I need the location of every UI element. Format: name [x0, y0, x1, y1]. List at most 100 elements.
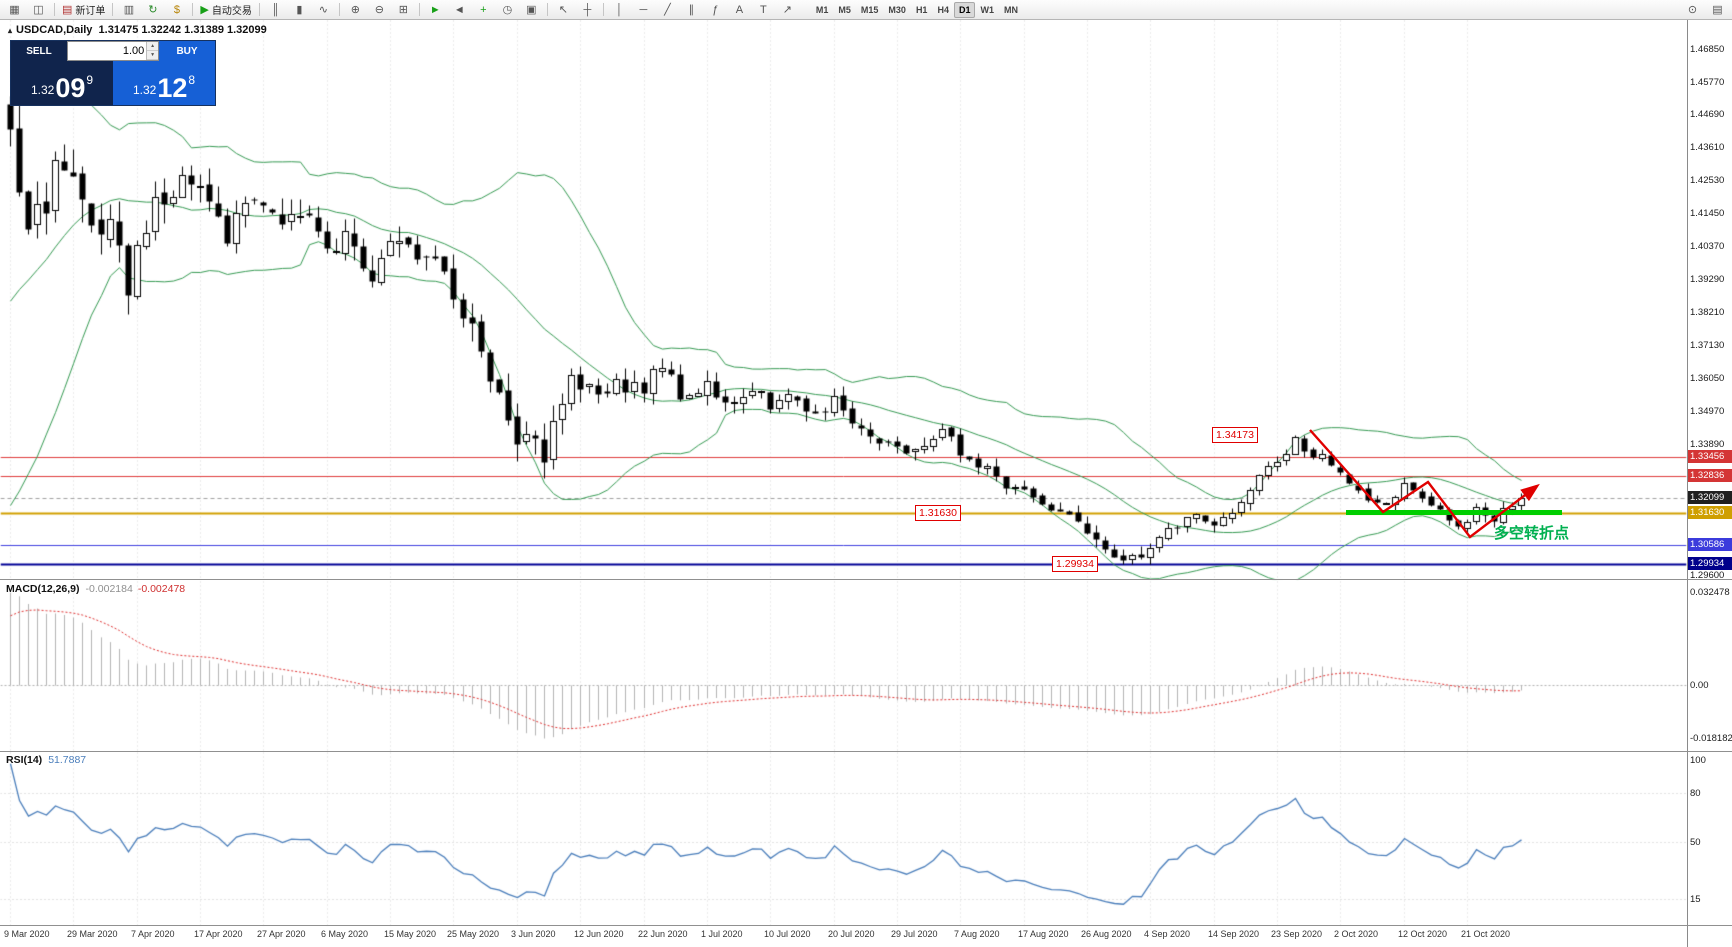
- time-axis-separator: [0, 925, 1732, 926]
- fibonacci-icon[interactable]: ƒ: [704, 0, 727, 19]
- macd-axis-label: 0.00: [1690, 680, 1709, 691]
- line-chart-icon[interactable]: ∿: [312, 0, 335, 19]
- zoom-in-icon: ⊕: [350, 4, 360, 16]
- price-tick-label: 1.39290: [1690, 274, 1725, 286]
- channel-icon: ∥: [688, 4, 695, 16]
- timeframe-mn[interactable]: MN: [1003, 4, 1018, 15]
- chart-window-icon[interactable]: ▥: [117, 0, 140, 19]
- date-label: 26 Aug 2020: [1081, 929, 1132, 939]
- rsi-axis-label: 100: [1690, 755, 1706, 766]
- trendline-icon: ╱: [664, 4, 671, 16]
- date-label: 17 Aug 2020: [1018, 929, 1069, 939]
- turning-point-label[interactable]: 多空转折点: [1494, 525, 1570, 542]
- periods-icon[interactable]: ◷: [496, 0, 519, 19]
- buy-price-big: 12: [157, 73, 188, 104]
- date-label: 29 Mar 2020: [67, 929, 118, 939]
- buy-button[interactable]: BUY: [159, 41, 215, 61]
- volume-up-icon[interactable]: ▲: [147, 42, 158, 51]
- search-icon[interactable]: ⊙: [1687, 4, 1698, 16]
- trendline-icon[interactable]: ╱: [656, 0, 679, 19]
- vertical-line-icon[interactable]: │: [608, 0, 631, 19]
- zoom-out-icon[interactable]: ⊖: [368, 0, 391, 19]
- date-label: 9 Mar 2020: [4, 929, 50, 939]
- refresh-icon[interactable]: ↻: [141, 0, 164, 19]
- text-icon[interactable]: A: [728, 0, 751, 19]
- timeframe-h1[interactable]: H1: [915, 4, 928, 15]
- price-tick-label: 1.33890: [1690, 438, 1725, 450]
- timeframe-m30[interactable]: M30: [888, 4, 906, 15]
- profiles-icon[interactable]: ◫: [27, 0, 50, 19]
- channel-icon[interactable]: ∥: [680, 0, 703, 19]
- zoom-in-icon[interactable]: ⊕: [344, 0, 367, 19]
- cursor-icon[interactable]: ↖: [552, 0, 575, 19]
- chart-shift-icon: ◄: [453, 3, 465, 16]
- arrows-icon: ↗: [782, 4, 792, 16]
- zoom-out-icon: ⊖: [374, 4, 384, 16]
- oneclick-toggle-icon[interactable]: ▴: [8, 26, 13, 35]
- crosshair-icon[interactable]: ┼: [576, 0, 599, 19]
- toolbar-buttons: ▦ ◫ ▤ 新订单 ▥ ↻ $ ▶ 自动交易 ║ ▮ ∿ ⊕ ⊖ ⊞ ► ◄ + ◷ ▣ ↖ ┼ │ ─ ╱ ∥ ƒ A T ↗: [3, 0, 799, 19]
- rsi-axis-label: 15: [1690, 894, 1701, 906]
- date-label: 22 Jun 2020: [638, 929, 688, 939]
- timeframe-d1[interactable]: D1: [953, 1, 976, 18]
- timeframe-w1[interactable]: W1: [980, 4, 994, 15]
- auto-scroll-icon[interactable]: ►: [424, 0, 447, 19]
- macd-signal-value: -0.002478: [137, 583, 186, 595]
- deposit-icon[interactable]: $: [165, 0, 188, 19]
- price-scale[interactable]: [1687, 20, 1732, 947]
- buy-price-button[interactable]: 1.32 12 8: [113, 61, 215, 105]
- candlestick-chart-icon[interactable]: ▮: [288, 0, 311, 19]
- support-zone-line[interactable]: [1346, 510, 1562, 515]
- price-tick-label: 1.34970: [1690, 405, 1725, 417]
- volume-input[interactable]: [68, 42, 147, 60]
- rsi-panel-separator[interactable]: [0, 751, 1732, 752]
- date-label: 12 Oct 2020: [1398, 929, 1448, 939]
- new-chart-icon[interactable]: ▦: [3, 0, 26, 19]
- arrows-icon[interactable]: ↗: [776, 0, 799, 19]
- vertical-line-icon: │: [615, 3, 623, 16]
- chart-shift-icon[interactable]: ◄: [448, 0, 471, 19]
- timeframe-m5[interactable]: M5: [838, 4, 851, 15]
- price-tag-support[interactable]: 1.31630: [915, 505, 961, 521]
- tile-windows-icon[interactable]: ⊞: [392, 0, 415, 19]
- label-icon[interactable]: T: [752, 0, 775, 19]
- price-line-label: 1.32836: [1688, 468, 1732, 482]
- horizontal-line-icon[interactable]: ─: [632, 0, 655, 19]
- price-tick-label: 1.44690: [1690, 109, 1725, 121]
- fibonacci-icon: ƒ: [712, 3, 719, 16]
- new-order-button: ▤: [62, 4, 73, 16]
- new-order-button-label: 新订单: [75, 6, 106, 17]
- price-line-label: 1.31630: [1688, 505, 1732, 519]
- timeframe-toolbar: M1 M5 M15 M30 H1 H4 D1 W1 MN: [811, 1, 1023, 18]
- cursor-icon: ↖: [558, 4, 568, 16]
- date-label: 4 Sep 2020: [1144, 929, 1191, 939]
- news-icon[interactable]: ▤: [1712, 4, 1723, 16]
- indicators-icon[interactable]: +: [472, 0, 495, 19]
- candlestick-chart-icon: ▮: [296, 4, 303, 16]
- sell-price-button[interactable]: 1.32 09 9: [11, 61, 113, 105]
- new-order-button[interactable]: ▤ 新订单: [59, 0, 108, 19]
- rsi-axis-label: 50: [1690, 837, 1701, 848]
- price-line-label: 1.29934: [1688, 557, 1732, 571]
- indicators-icon: +: [480, 3, 487, 16]
- macd-panel-separator[interactable]: [0, 579, 1732, 580]
- price-line-label: 1.33456: [1688, 450, 1732, 464]
- date-label: 12 Jun 2020: [574, 929, 624, 939]
- timeframe-m15[interactable]: M15: [860, 4, 879, 15]
- periods-icon: ◷: [502, 4, 513, 16]
- timeframe-m1[interactable]: M1: [815, 4, 829, 15]
- templates-icon[interactable]: ▣: [520, 0, 543, 19]
- price-tag-high[interactable]: 1.34173: [1212, 427, 1258, 443]
- timeframe-h4[interactable]: H4: [937, 4, 949, 15]
- sell-button[interactable]: SELL: [11, 41, 67, 61]
- chart-window-icon: ▥: [123, 4, 135, 16]
- price-tag-low[interactable]: 1.29934: [1052, 556, 1098, 572]
- volume-down-icon[interactable]: ▼: [147, 51, 158, 60]
- price-line-label: 1.32099: [1688, 491, 1732, 505]
- date-label: 1 Jul 2020: [701, 929, 743, 939]
- date-label: 14 Sep 2020: [1208, 929, 1260, 939]
- autotrading-button[interactable]: ▶ 自动交易: [197, 0, 254, 19]
- date-label: 6 May 2020: [321, 929, 369, 939]
- bar-chart-icon[interactable]: ║: [264, 0, 287, 19]
